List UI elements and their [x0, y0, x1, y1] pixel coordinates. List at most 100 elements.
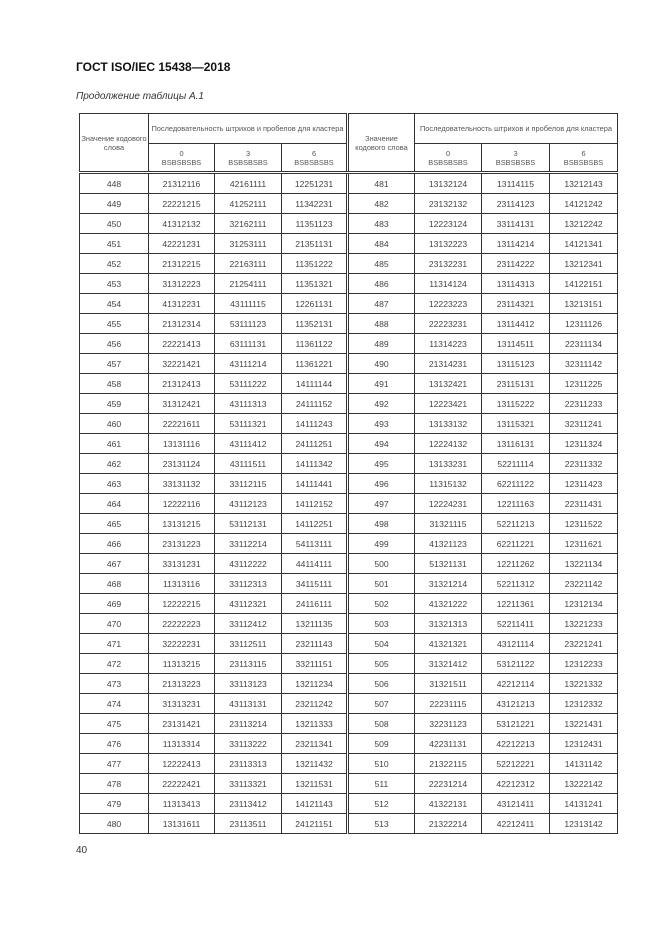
- cluster-3-cell: 23114321: [481, 293, 550, 314]
- cluster-pattern: BSBSBSBS: [228, 157, 268, 167]
- table-row: 461 13131116 43111412 24111251 494 12224132 13…: [79, 433, 618, 454]
- cluster-6-cell: 14122151: [549, 273, 618, 294]
- table-row: 471 32222231 33112511 23211143 504 41321321 43…: [79, 633, 618, 654]
- codeword-cell: 476: [79, 733, 149, 754]
- codeword-cell: 496: [347, 473, 415, 494]
- cluster-0-cell: 22221215: [148, 193, 215, 214]
- cluster-3-cell: 42212114: [481, 673, 550, 694]
- cluster-3-cell: 41252111: [214, 193, 282, 214]
- table-row: 449 22221215 41252111 11342231 482 23132132 23…: [79, 193, 618, 214]
- table-row: 452 21312215 22163111 11351222 485 23132231 23…: [79, 253, 618, 274]
- cluster-3-cell: 33114131: [481, 213, 550, 234]
- cluster-0-cell: 22221413: [148, 333, 215, 354]
- cluster-3-cell: 13114412: [481, 313, 550, 334]
- cluster-0-cell: 51321131: [414, 553, 482, 574]
- cluster-0-cell: 31312421: [148, 393, 215, 414]
- cluster-3-cell: 33113321: [214, 773, 282, 794]
- cluster-6-cell: 32311142: [549, 353, 618, 374]
- cluster-number: 3: [513, 148, 518, 158]
- cluster-6-cell: 12311225: [549, 373, 618, 394]
- table-row: 454 41312231 43111115 12261131 487 12223223 23…: [79, 293, 618, 314]
- codeword-cell: 456: [79, 333, 149, 354]
- cluster-3-cell: 43111313: [214, 393, 282, 414]
- cluster-3-cell: 13115222: [481, 393, 550, 414]
- cluster-0-cell: 21313223: [148, 673, 215, 694]
- table-row: 476 11313314 33113222 23211341 509 42231131 42…: [79, 733, 618, 754]
- cluster-6-cell: 14131241: [549, 793, 618, 814]
- cluster-6-cell: 21351131: [281, 233, 349, 254]
- cluster-3-cell: 43112123: [214, 493, 282, 514]
- codeword-cell: 502: [347, 593, 415, 614]
- cluster-0-cell: 12222116: [148, 493, 215, 514]
- cluster-0-cell: 23132231: [414, 253, 482, 274]
- cluster-3-cell: 13114115: [481, 172, 550, 194]
- cluster-6-cell: 12251231: [281, 172, 349, 194]
- cluster-0-cell: 12222215: [148, 593, 215, 614]
- cluster-6-cell: 12311423: [549, 473, 618, 494]
- codeword-cell: 482: [347, 193, 415, 214]
- cluster-0-cell: 12224231: [414, 493, 482, 514]
- codeword-cell: 470: [79, 613, 149, 634]
- cluster-3-cell: 43111412: [214, 433, 282, 454]
- codeword-cell: 500: [347, 553, 415, 574]
- codeword-cell: 508: [347, 713, 415, 734]
- codeword-cell: 455: [79, 313, 149, 334]
- cluster-3-cell: 23114123: [481, 193, 550, 214]
- table-row: 468 11313116 33112313 34115111 501 31321214 52…: [79, 573, 618, 594]
- cluster-0-cell: 41312231: [148, 293, 215, 314]
- cluster-6-cell: 22311332: [549, 453, 618, 474]
- codeword-cell: 507: [347, 693, 415, 714]
- cluster-6-cell: 13221134: [549, 553, 618, 574]
- cluster-0-cell: 42231131: [414, 733, 482, 754]
- codeword-cell: 459: [79, 393, 149, 414]
- cluster-6-cell: 13212341: [549, 253, 618, 274]
- cluster-number: 0: [445, 148, 451, 158]
- cluster-6-cell: 13221332: [549, 673, 618, 694]
- cluster-6-cell: 23211242: [281, 693, 349, 714]
- codeword-cell: 513: [347, 813, 415, 834]
- cluster-3-cell: 62211122: [481, 473, 550, 494]
- cluster-0-cell: 21322115: [414, 753, 482, 774]
- codeword-cell: 464: [79, 493, 149, 514]
- cluster-3-cell: 52211411: [481, 613, 550, 634]
- cluster-number: 6: [581, 148, 586, 158]
- cluster-0-cell: 11314124: [414, 273, 482, 294]
- cluster-6-cell: 54113111: [281, 533, 349, 554]
- cluster-3-cell: 53111123: [214, 313, 282, 334]
- cluster-0-cell: 13131215: [148, 513, 215, 534]
- cluster-6-cell: 24111152: [281, 393, 349, 414]
- cluster-0-cell: 41321123: [414, 533, 482, 554]
- document-title: ГОСТ ISO/IEC 15438—2018: [76, 60, 231, 74]
- codeword-cell: 462: [79, 453, 149, 474]
- codeword-cell: 460: [79, 413, 149, 434]
- cluster-6-cell: 14112152: [281, 493, 349, 514]
- cluster-3-cell: 23113511: [214, 813, 282, 834]
- table-row: 451 42221231 31253111 21351131 484 13132223 13…: [79, 233, 618, 254]
- cluster-pattern: BSBSBSBS: [428, 157, 468, 167]
- cluster-0-cell: 33131132: [148, 473, 215, 494]
- header-cluster-3-right: 3 BSBSBSBS: [481, 143, 550, 174]
- table-row: 475 23131421 23113214 13211333 508 32231123 53…: [79, 713, 618, 734]
- cluster-0-cell: 13133132: [414, 413, 482, 434]
- cluster-6-cell: 13211135: [281, 613, 349, 634]
- table-row: 478 22222421 33113321 13211531 511 22231214 42…: [79, 773, 618, 794]
- table-row: 458 21312413 53111222 14111144 491 13132421 23…: [79, 373, 618, 394]
- codeword-cell: 478: [79, 773, 149, 794]
- cluster-0-cell: 41321321: [414, 633, 482, 654]
- cluster-6-cell: 33211151: [281, 653, 349, 674]
- table-row: 470 22222223 33112412 13211135 503 31321313 52…: [79, 613, 618, 634]
- cluster-3-cell: 43111214: [214, 353, 282, 374]
- cluster-0-cell: 22222223: [148, 613, 215, 634]
- cluster-3-cell: 43111115: [214, 293, 282, 314]
- table-row: 453 31312223 21254111 11351321 486 11314124 13…: [79, 273, 618, 294]
- cluster-0-cell: 13132421: [414, 373, 482, 394]
- codeword-cell: 469: [79, 593, 149, 614]
- cluster-0-cell: 12224132: [414, 433, 482, 454]
- cluster-6-cell: 13213151: [549, 293, 618, 314]
- header-cluster-0-right: 0 BSBSBSBS: [414, 143, 482, 174]
- codeword-cell: 494: [347, 433, 415, 454]
- cluster-6-cell: 13211333: [281, 713, 349, 734]
- cluster-3-cell: 13115123: [481, 353, 550, 374]
- cluster-6-cell: 14121341: [549, 233, 618, 254]
- codeword-cell: 490: [347, 353, 415, 374]
